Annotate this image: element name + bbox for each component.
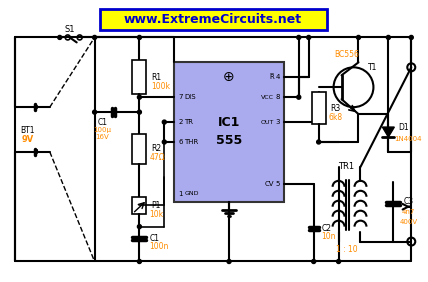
Circle shape	[317, 140, 321, 144]
Circle shape	[137, 225, 141, 229]
Text: 10n: 10n	[322, 232, 336, 241]
Text: www.ExtremeCircuits.net: www.ExtremeCircuits.net	[124, 13, 302, 26]
Text: 4n7: 4n7	[401, 209, 415, 215]
Circle shape	[162, 140, 166, 144]
Text: THR: THR	[184, 139, 199, 145]
Text: R3: R3	[330, 104, 341, 113]
Bar	[312, 92, 326, 124]
Text: 16V: 16V	[96, 134, 110, 140]
Text: 100μ: 100μ	[94, 127, 112, 133]
Text: T1: T1	[369, 63, 378, 72]
Text: 5: 5	[276, 181, 280, 187]
Text: 8: 8	[275, 94, 280, 100]
Circle shape	[137, 95, 141, 99]
Text: CV: CV	[265, 181, 274, 187]
Text: OUT: OUT	[261, 120, 274, 125]
Bar	[132, 197, 146, 214]
Bar	[174, 62, 284, 202]
Text: C1: C1	[149, 234, 159, 243]
Circle shape	[357, 36, 360, 39]
Circle shape	[137, 36, 141, 39]
Bar	[132, 60, 146, 94]
Text: IC1: IC1	[218, 116, 240, 129]
Circle shape	[227, 259, 231, 263]
Text: C1: C1	[98, 118, 107, 127]
Circle shape	[92, 36, 97, 39]
Text: 4: 4	[276, 74, 280, 80]
Text: ⊕: ⊕	[223, 70, 235, 84]
Circle shape	[58, 36, 62, 39]
Text: 6k8: 6k8	[329, 113, 343, 122]
Circle shape	[137, 110, 141, 114]
Circle shape	[336, 259, 341, 263]
Text: 400V: 400V	[399, 219, 417, 225]
Text: BT1: BT1	[21, 125, 35, 135]
Text: R̅: R̅	[269, 74, 274, 80]
Text: C3: C3	[403, 197, 413, 206]
Text: 100n: 100n	[149, 242, 169, 251]
Text: 2: 2	[178, 119, 183, 125]
Circle shape	[307, 36, 311, 39]
Text: S1: S1	[65, 25, 75, 34]
Text: 47Ω: 47Ω	[149, 153, 165, 162]
Circle shape	[162, 120, 166, 124]
Text: P1: P1	[152, 201, 161, 210]
Text: 555: 555	[216, 133, 242, 147]
Circle shape	[137, 259, 141, 263]
Text: D1: D1	[398, 123, 409, 132]
Text: C2: C2	[322, 224, 332, 233]
Circle shape	[92, 110, 97, 114]
Text: 1: 1	[178, 191, 183, 197]
Circle shape	[297, 36, 301, 39]
Text: BC556: BC556	[334, 50, 359, 59]
Text: 100k: 100k	[152, 82, 170, 91]
Text: 9V: 9V	[22, 135, 34, 144]
Text: VCC: VCC	[261, 95, 274, 100]
Text: R1: R1	[152, 73, 161, 82]
Text: 10k: 10k	[149, 210, 163, 219]
Circle shape	[386, 36, 390, 39]
Text: 1 : 10: 1 : 10	[336, 245, 357, 254]
Text: GND: GND	[184, 191, 199, 196]
Text: TR1: TR1	[339, 162, 355, 171]
Text: 7: 7	[178, 94, 183, 100]
Bar	[132, 134, 146, 164]
Text: 1N4004: 1N4004	[394, 136, 422, 142]
Text: 6: 6	[178, 139, 183, 145]
Circle shape	[409, 36, 413, 39]
Text: TR: TR	[184, 119, 193, 125]
Polygon shape	[382, 127, 394, 137]
Text: DIS: DIS	[184, 94, 196, 100]
Bar	[100, 8, 327, 30]
Circle shape	[312, 259, 316, 263]
Circle shape	[297, 95, 301, 99]
Text: 3: 3	[275, 119, 280, 125]
Text: R2: R2	[152, 144, 161, 153]
